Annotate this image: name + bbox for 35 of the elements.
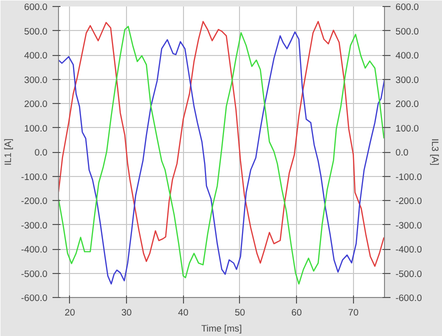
y-tick-label: -400.0 [21,244,48,254]
y2-tick-label: -100.0 [396,172,422,182]
y2-tick-label: 200.0 [396,99,419,109]
y-axis-title: IL1 [A] [3,138,14,166]
y-tick-label: 300.0 [24,74,48,85]
y-tick-label: -600.0 [21,293,48,303]
y-tick-label: -100.0 [21,172,48,182]
x-tick-label: 50 [234,308,246,318]
y2-tick-label: -500.0 [396,268,422,279]
y2-tick-label: -600.0 [396,293,422,303]
y-tick-label: -300.0 [21,220,48,230]
y2-tick-label: -400.0 [396,244,422,254]
x-tick-label: 70 [348,308,359,318]
x-axis-title: Time [ms] [201,324,242,334]
y2-tick-label: -300.0 [396,220,422,230]
y2-tick-label: 400.0 [396,50,419,60]
y2-tick-label: 500.0 [396,26,419,36]
y-tick-label: 500.0 [24,26,48,36]
y2-tick-label: 300.0 [396,74,419,85]
y-tick-label: 400.0 [24,50,48,60]
y-tick-label: 200.0 [24,99,48,109]
y2-axis-title: IL3 [A] [430,138,440,166]
y-tick-label: -500.0 [21,268,48,279]
y-tick-label: 600.0 [24,2,48,12]
y-tick-label: 100.0 [24,123,48,134]
x-tick-label: 60 [291,308,302,318]
x-tick-label: 30 [121,308,132,318]
x-tick-label: 40 [178,308,188,318]
x-tick-label: 20 [64,308,76,318]
y2-tick-label: 0.0 [396,148,408,158]
y2-tick-label: 600.0 [396,2,419,12]
y-tick-label: -200.0 [21,196,48,206]
y2-tick-label: 100.0 [396,123,419,134]
y-tick-label: 0.0 [34,148,48,158]
y2-tick-label: -200.0 [396,196,422,206]
